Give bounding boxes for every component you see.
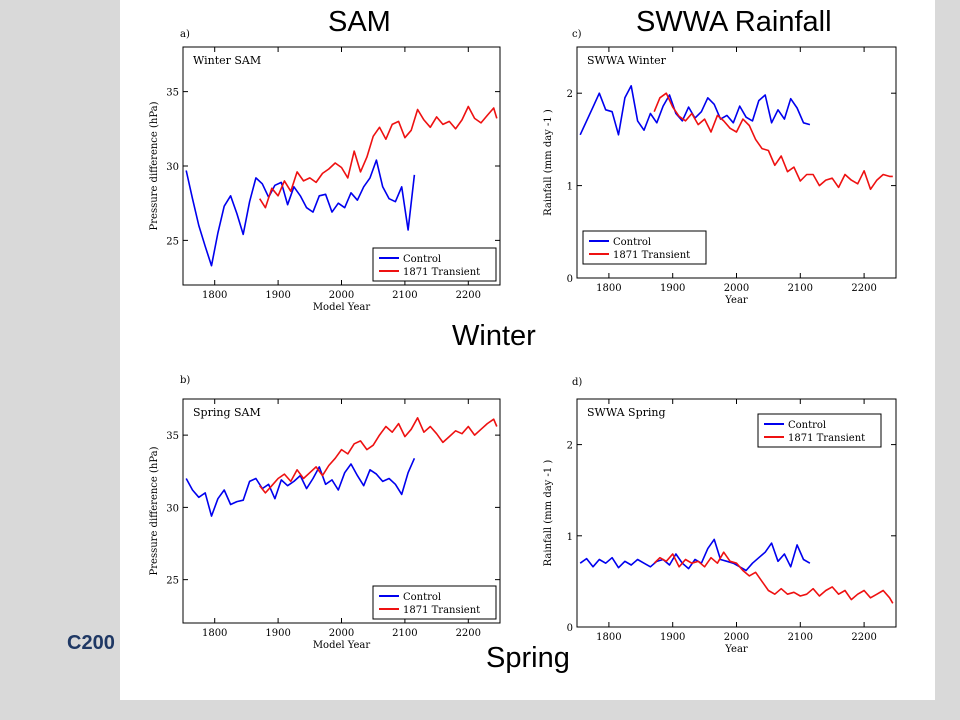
header-sam: SAM bbox=[328, 6, 391, 38]
x-tick-label: 2100 bbox=[392, 628, 417, 639]
legend-box bbox=[372, 585, 497, 620]
chart-title: SWWA Spring bbox=[587, 406, 666, 419]
series-line-control bbox=[185, 457, 416, 517]
y-tick-label: 35 bbox=[166, 88, 179, 99]
header-swwa-rainfall: SWWA Rainfall bbox=[636, 6, 832, 38]
legend-box bbox=[582, 230, 707, 265]
y-tick-label: 25 bbox=[166, 576, 179, 587]
x-tick-label: 2200 bbox=[456, 628, 481, 639]
series-line-transient bbox=[653, 92, 893, 191]
panel-label: a) bbox=[180, 29, 190, 40]
legend: Control 1871 Transient bbox=[757, 413, 882, 448]
legend-box bbox=[757, 413, 882, 448]
panel-label: d) bbox=[572, 377, 582, 388]
legend-label: Control bbox=[403, 592, 441, 603]
chart-b: b) Spring SAM 1800 1900 2000 2100 2200 25 30 35 Mo… bbox=[149, 375, 501, 651]
y-tick-label: 2 bbox=[567, 441, 573, 452]
x-tick-label: 1900 bbox=[660, 283, 685, 294]
x-axis-label: Model Year bbox=[313, 302, 371, 313]
series-line-transient bbox=[653, 551, 894, 604]
y-tick-label: 0 bbox=[567, 623, 573, 634]
chart-d: d) SWWA Spring 1800 1900 2000 2100 2200 0 1 2 Year… bbox=[543, 377, 897, 655]
x-tick-label: 2000 bbox=[329, 290, 354, 301]
x-tick-label: 2100 bbox=[788, 283, 813, 294]
legend-label: 1871 Transient bbox=[788, 433, 865, 444]
y-tick-label: 35 bbox=[166, 431, 179, 442]
label-spring: Spring bbox=[486, 642, 570, 674]
x-tick-label: 1800 bbox=[202, 628, 227, 639]
x-axis-label: Model Year bbox=[313, 640, 371, 651]
x-tick-label: 2200 bbox=[851, 283, 876, 294]
legend-box bbox=[372, 247, 497, 282]
x-axis-label: Year bbox=[724, 295, 748, 306]
legend: Control 1871 Transient bbox=[372, 247, 497, 282]
chart-title: Winter SAM bbox=[193, 54, 261, 67]
y-tick-label: 30 bbox=[166, 503, 179, 514]
x-axis-label: Year bbox=[724, 644, 748, 655]
x-tick-label: 2000 bbox=[724, 632, 749, 643]
x-tick-label: 1800 bbox=[596, 632, 621, 643]
y-tick-label: 2 bbox=[567, 89, 573, 100]
x-tick-label: 2200 bbox=[456, 290, 481, 301]
y-axis-label: Rainfall (mm day -1 ) bbox=[543, 460, 554, 567]
x-tick-label: 1800 bbox=[596, 283, 621, 294]
x-tick-label: 1900 bbox=[265, 628, 290, 639]
legend-label: Control bbox=[613, 237, 651, 248]
legend-label: 1871 Transient bbox=[403, 605, 480, 616]
x-tick-label: 2000 bbox=[724, 283, 749, 294]
x-tick-label: 1900 bbox=[660, 632, 685, 643]
series-line-control bbox=[579, 85, 811, 136]
y-tick-label: 0 bbox=[567, 274, 573, 285]
legend-label: Control bbox=[403, 254, 441, 265]
y-axis-label: Pressure difference (hPa) bbox=[149, 446, 160, 575]
y-axis-label: Pressure difference (hPa) bbox=[149, 101, 160, 230]
legend-label: 1871 Transient bbox=[613, 250, 690, 261]
legend: Control 1871 Transient bbox=[372, 585, 497, 620]
chart-title: SWWA Winter bbox=[587, 54, 667, 67]
label-winter: Winter bbox=[452, 320, 536, 352]
series-line-control bbox=[579, 538, 811, 572]
y-tick-label: 1 bbox=[567, 532, 573, 543]
legend-label: Control bbox=[788, 420, 826, 431]
x-tick-label: 2100 bbox=[392, 290, 417, 301]
x-tick-label: 2200 bbox=[851, 632, 876, 643]
y-tick-label: 25 bbox=[166, 236, 179, 247]
chart-c: c) SWWA Winter 1800 1900 2000 2100 2200 0 1 2 Year… bbox=[543, 29, 897, 306]
legend: Control 1871 Transient bbox=[582, 230, 707, 265]
chart-a: a) Winter SAM 1800 1900 2000 2100 2200 25 30 35 Mo… bbox=[149, 29, 501, 313]
x-tick-label: 1900 bbox=[265, 290, 290, 301]
series-line-control bbox=[185, 159, 416, 267]
y-tick-label: 30 bbox=[166, 162, 179, 173]
legend-label: 1871 Transient bbox=[403, 267, 480, 278]
y-axis-label: Rainfall (mm day -1 ) bbox=[543, 109, 554, 216]
x-tick-label: 2000 bbox=[329, 628, 354, 639]
x-tick-label: 2100 bbox=[788, 632, 813, 643]
y-tick-label: 1 bbox=[567, 182, 573, 193]
panel-label: b) bbox=[180, 375, 190, 386]
panel-label: c) bbox=[572, 29, 582, 40]
chart-title: Spring SAM bbox=[193, 406, 261, 419]
series-line-transient bbox=[259, 105, 498, 209]
slide-background bbox=[120, 0, 935, 700]
x-tick-label: 1800 bbox=[202, 290, 227, 301]
footer-text: C200 bbox=[67, 632, 115, 654]
series-line-transient bbox=[259, 416, 498, 494]
